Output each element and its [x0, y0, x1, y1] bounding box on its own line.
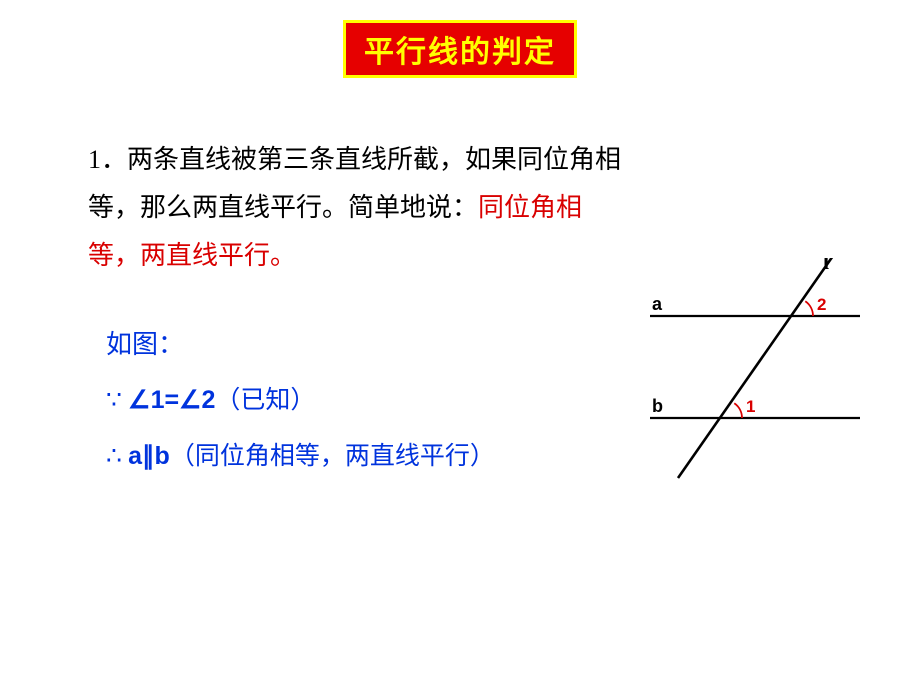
svg-text:a: a [652, 294, 663, 314]
parallel-lines-diagram: l a b 2 1 [630, 258, 860, 488]
because-symbol: ∵ [106, 387, 122, 414]
because-note: （已知） [215, 387, 315, 414]
diagram-svg: l a b 2 1 [630, 258, 860, 488]
therefore-note: （同位角相等，两直线平行） [170, 443, 495, 470]
because-math: ∠1=∠2 [128, 386, 215, 414]
as-shown-label: 如图： [106, 324, 184, 361]
therefore-math: a∥b [128, 442, 170, 470]
therefore-symbol: ∴ [106, 443, 122, 470]
because-line: ∵ ∠1=∠2（已知） [106, 380, 315, 416]
svg-text:2: 2 [817, 295, 826, 314]
svg-text:b: b [652, 396, 663, 416]
svg-text:1: 1 [746, 397, 755, 416]
theorem-text: 1．两条直线被第三条直线所截，如果同位角相等，那么两直线平行。简单地说：同位角相… [88, 136, 628, 280]
page-title: 平行线的判定 [343, 20, 577, 78]
svg-text:l: l [823, 258, 829, 274]
therefore-line: ∴ a∥b（同位角相等，两直线平行） [106, 436, 495, 472]
